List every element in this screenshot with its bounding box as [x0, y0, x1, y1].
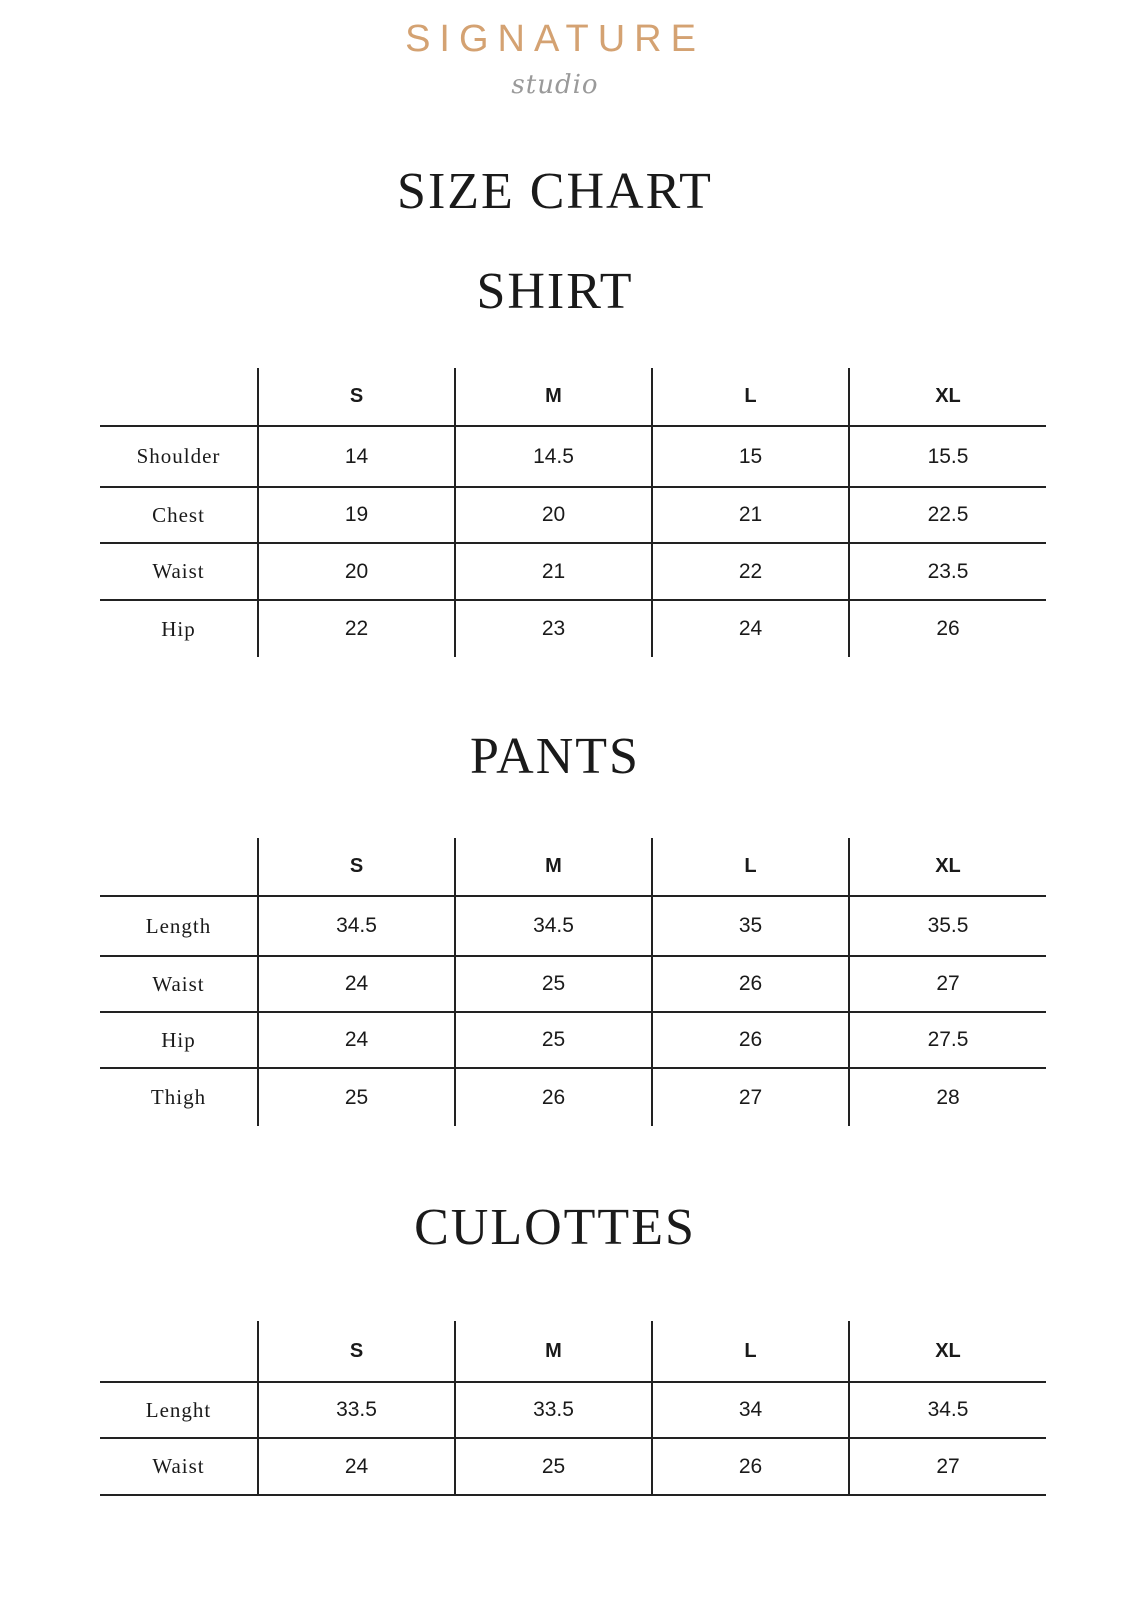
measurement-value: 27 — [848, 1437, 1046, 1496]
shirt-size-table: S M L XL Shoulder 14 14.5 15 15.5 Chest 19 20 21 22.5… — [100, 368, 1046, 657]
section-title-pants: PANTS — [470, 728, 640, 785]
table-row: Waist 24 25 26 27 — [100, 955, 1046, 1012]
corner-cell — [100, 368, 258, 426]
measurement-value: 35.5 — [848, 895, 1046, 956]
measurement-value: 25 — [454, 955, 652, 1012]
measurement-value: 26 — [651, 1437, 849, 1496]
culottes-size-table: S M L XL Lenght 33.5 33.5 34 34.5 Waist 24 25 26 27 — [100, 1321, 1046, 1496]
brand-logo-sub: studio — [511, 70, 599, 100]
size-header: L — [651, 1321, 849, 1382]
measurement-value: 24 — [257, 1437, 455, 1496]
measurement-value: 34.5 — [257, 895, 455, 956]
measurement-label: Shoulder — [100, 425, 258, 487]
measurement-value: 33.5 — [257, 1381, 455, 1438]
page-title: SIZE CHART — [397, 163, 713, 220]
size-header: M — [454, 838, 652, 896]
measurement-value: 21 — [454, 542, 652, 600]
table-row: Waist 20 21 22 23.5 — [100, 542, 1046, 600]
measurement-value: 27 — [848, 955, 1046, 1012]
measurement-value: 23 — [454, 599, 652, 657]
measurement-value: 25 — [454, 1011, 652, 1068]
size-header: XL — [848, 368, 1046, 426]
measurement-value: 24 — [651, 599, 849, 657]
measurement-value: 21 — [651, 486, 849, 543]
measurement-label: Length — [100, 895, 258, 956]
measurement-value: 35 — [651, 895, 849, 956]
measurement-value: 25 — [257, 1067, 455, 1126]
section-title-culottes: CULOTTES — [414, 1199, 696, 1256]
measurement-value: 24 — [257, 1011, 455, 1068]
header-row: S M L XL — [100, 368, 1046, 426]
section-title-shirt: SHIRT — [476, 263, 634, 320]
table-row: Waist 24 25 26 27 — [100, 1437, 1046, 1496]
measurement-value: 24 — [257, 955, 455, 1012]
measurement-value: 26 — [651, 1011, 849, 1068]
measurement-value: 27.5 — [848, 1011, 1046, 1068]
measurement-value: 34.5 — [848, 1381, 1046, 1438]
size-header: L — [651, 368, 849, 426]
measurement-label: Lenght — [100, 1381, 258, 1438]
measurement-value: 26 — [848, 599, 1046, 657]
table-row: Shoulder 14 14.5 15 15.5 — [100, 425, 1046, 487]
size-header: XL — [848, 1321, 1046, 1382]
measurement-label: Thigh — [100, 1067, 258, 1126]
size-header: S — [257, 838, 455, 896]
measurement-value: 34 — [651, 1381, 849, 1438]
measurement-value: 15 — [651, 425, 849, 487]
header-row: S M L XL — [100, 838, 1046, 896]
measurement-value: 34.5 — [454, 895, 652, 956]
measurement-value: 27 — [651, 1067, 849, 1126]
table-row: Hip 22 23 24 26 — [100, 599, 1046, 657]
measurement-value: 14.5 — [454, 425, 652, 487]
table-row: Hip 24 25 26 27.5 — [100, 1011, 1046, 1068]
measurement-label: Chest — [100, 486, 258, 543]
measurement-value: 19 — [257, 486, 455, 543]
measurement-label: Hip — [100, 1011, 258, 1068]
measurement-value: 22 — [651, 542, 849, 600]
size-header: M — [454, 1321, 652, 1382]
size-header: XL — [848, 838, 1046, 896]
measurement-value: 20 — [454, 486, 652, 543]
measurement-label: Waist — [100, 542, 258, 600]
measurement-value: 25 — [454, 1437, 652, 1496]
measurement-label: Hip — [100, 599, 258, 657]
measurement-value: 22.5 — [848, 486, 1046, 543]
pants-size-table: S M L XL Length 34.5 34.5 35 35.5 Waist 24 25 26 27 Hi… — [100, 838, 1046, 1126]
measurement-value: 22 — [257, 599, 455, 657]
table-row: Lenght 33.5 33.5 34 34.5 — [100, 1381, 1046, 1438]
table-row: Chest 19 20 21 22.5 — [100, 486, 1046, 543]
measurement-value: 15.5 — [848, 425, 1046, 487]
measurement-value: 23.5 — [848, 542, 1046, 600]
measurement-label: Waist — [100, 955, 258, 1012]
header-row: S M L XL — [100, 1321, 1046, 1382]
size-header: S — [257, 1321, 455, 1382]
brand-logo: SIGNATURE — [405, 18, 705, 60]
measurement-value: 26 — [454, 1067, 652, 1126]
table-row: Length 34.5 34.5 35 35.5 — [100, 895, 1046, 956]
size-header: S — [257, 368, 455, 426]
measurement-value: 33.5 — [454, 1381, 652, 1438]
size-header: M — [454, 368, 652, 426]
table-row: Thigh 25 26 27 28 — [100, 1067, 1046, 1126]
measurement-label: Waist — [100, 1437, 258, 1496]
corner-cell — [100, 838, 258, 896]
measurement-value: 14 — [257, 425, 455, 487]
measurement-value: 26 — [651, 955, 849, 1012]
size-header: L — [651, 838, 849, 896]
measurement-value: 20 — [257, 542, 455, 600]
corner-cell — [100, 1321, 258, 1382]
measurement-value: 28 — [848, 1067, 1046, 1126]
